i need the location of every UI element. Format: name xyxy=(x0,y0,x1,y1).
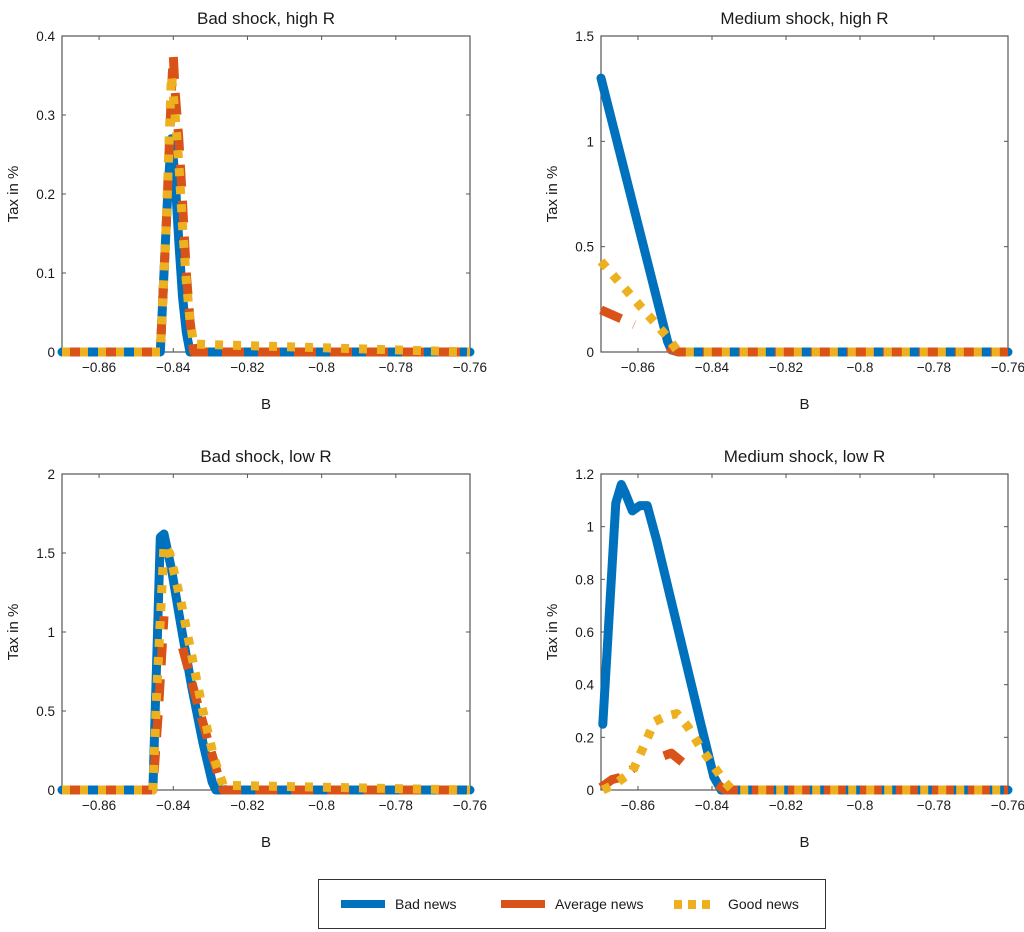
series-line-average-news xyxy=(714,781,1008,795)
series-line-average-news xyxy=(599,305,637,329)
y-tick-label: 0 xyxy=(47,783,55,798)
series-line-bad-news xyxy=(598,480,1013,795)
y-tick-label: 1.2 xyxy=(575,467,594,482)
panel-bad-shock-high-r: Bad shock, high R −0.86 −0.84 −0.82 −0.8 −0.7… xyxy=(5,9,487,413)
y-axis-label: Tax in % xyxy=(544,166,561,223)
y-tick-label: 1 xyxy=(586,520,594,535)
y-tick-label: 1 xyxy=(586,134,594,149)
series-line-bad-news xyxy=(596,73,1013,357)
axes-frame xyxy=(600,473,1009,791)
axes-frame xyxy=(61,473,471,791)
series-line-average-news xyxy=(62,615,169,795)
panel-bad-shock-low-r: Bad shock, low R −0.86 −0.84 −0.82 −0.8 −0.78… xyxy=(5,447,487,851)
x-tick-label: −0.8 xyxy=(308,360,335,375)
series-line-average-news xyxy=(62,51,470,357)
panel-title: Bad shock, low R xyxy=(200,447,331,466)
x-tick-label: −0.78 xyxy=(379,360,413,375)
y-axis-label: Tax in % xyxy=(5,604,22,661)
x-tick-label: −0.76 xyxy=(991,360,1024,375)
y-tick-label: 1.5 xyxy=(36,546,55,561)
y-tick-label: 0.5 xyxy=(575,240,594,255)
x-tick-label: −0.8 xyxy=(847,360,874,375)
y-tick-label: 0.5 xyxy=(36,704,55,719)
legend-item-bad-news: Bad news xyxy=(341,880,456,928)
series-line-average-news xyxy=(662,748,688,768)
x-tick-label: −0.84 xyxy=(156,798,191,813)
legend-swatch-good-news xyxy=(674,899,718,909)
y-tick-label: 0 xyxy=(47,345,55,360)
series-line-good-news xyxy=(62,540,471,795)
x-tick-label: −0.84 xyxy=(156,360,191,375)
series-line-good-news xyxy=(62,71,471,357)
y-tick-label: 0 xyxy=(586,783,594,798)
y-tick-label: 1.5 xyxy=(575,29,594,44)
y-tick-label: 0.4 xyxy=(575,678,594,693)
legend-label: Bad news xyxy=(395,896,457,912)
y-tick-label: 2 xyxy=(47,467,55,482)
x-axis-label: B xyxy=(799,834,809,851)
y-tick-label: 0.6 xyxy=(575,625,594,640)
panel-title: Medium shock, high R xyxy=(720,9,888,28)
y-tick-label: 0 xyxy=(586,345,594,360)
panel-title: Medium shock, low R xyxy=(724,447,886,466)
axes-frame xyxy=(61,35,471,353)
x-tick-label: −0.78 xyxy=(379,798,413,813)
x-tick-label: −0.86 xyxy=(621,798,655,813)
y-tick-label: 0.8 xyxy=(575,572,594,587)
legend-swatch-average-news xyxy=(501,900,545,908)
legend-label: Good news xyxy=(728,896,799,912)
series-line-average-news xyxy=(178,646,470,795)
y-tick-label: 0.4 xyxy=(36,29,55,44)
panel-medium-shock-high-r: Medium shock, high R −0.86 −0.84 −0.82 −0.8 −… xyxy=(544,9,1024,413)
series-line-good-news xyxy=(600,709,1008,795)
y-tick-label: 0.2 xyxy=(36,187,55,202)
x-tick-label: −0.76 xyxy=(453,798,487,813)
y-axis-label: Tax in % xyxy=(544,604,561,661)
x-tick-label: −0.86 xyxy=(621,360,655,375)
x-tick-label: −0.76 xyxy=(991,798,1024,813)
series-line-bad-news xyxy=(57,134,475,357)
series-line-bad-news xyxy=(57,529,475,795)
x-tick-label: −0.78 xyxy=(917,360,951,375)
x-tick-label: −0.82 xyxy=(230,360,264,375)
x-axis-label: B xyxy=(261,834,271,851)
y-tick-label: 1 xyxy=(47,625,55,640)
x-axis-label: B xyxy=(261,396,271,413)
y-tick-label: 0.2 xyxy=(575,730,594,745)
x-tick-label: −0.82 xyxy=(230,798,264,813)
x-tick-label: −0.76 xyxy=(453,360,487,375)
x-axis-label: B xyxy=(799,396,809,413)
x-tick-label: −0.78 xyxy=(917,798,951,813)
legend: Bad news Average news Good news xyxy=(318,879,826,929)
legend-swatch-bad-news xyxy=(341,900,385,908)
panel-title: Bad shock, high R xyxy=(197,9,335,28)
x-tick-label: −0.84 xyxy=(695,798,730,813)
y-tick-label: 0.3 xyxy=(36,108,55,123)
legend-item-good-news: Good news xyxy=(674,880,799,928)
legend-item-average-news: Average news xyxy=(501,880,643,928)
x-tick-label: −0.86 xyxy=(82,798,116,813)
x-tick-label: −0.84 xyxy=(695,360,730,375)
x-tick-label: −0.8 xyxy=(308,798,335,813)
x-tick-label: −0.8 xyxy=(847,798,874,813)
x-tick-label: −0.82 xyxy=(769,360,803,375)
y-axis-label: Tax in % xyxy=(5,166,22,223)
y-tick-label: 0.1 xyxy=(36,266,55,281)
panel-medium-shock-low-r: Medium shock, low R −0.86 −0.84 −0.82 −0.8 −0… xyxy=(544,447,1024,851)
x-tick-label: −0.86 xyxy=(82,360,116,375)
legend-label: Average news xyxy=(555,896,644,912)
x-tick-label: −0.82 xyxy=(769,798,803,813)
